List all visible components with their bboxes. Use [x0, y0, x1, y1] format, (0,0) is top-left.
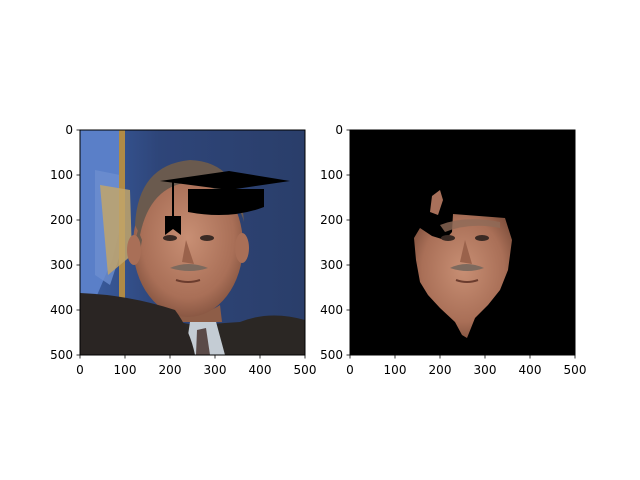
right-y-tick-label: 0: [335, 123, 343, 137]
left-image: [80, 130, 305, 355]
right-y-tick-label: 200: [320, 213, 343, 227]
right-y-tick-label: 500: [320, 348, 343, 362]
right-y-tick-label: 100: [320, 168, 343, 182]
right-y-tick-label: 400: [320, 303, 343, 317]
left-y-tick-label: 300: [50, 258, 73, 272]
left-y-tick-label: 200: [50, 213, 73, 227]
right-x-tick-label: 200: [429, 363, 452, 377]
graduation-cap-icon: [160, 171, 290, 235]
right-x-tick-label: 0: [346, 363, 354, 377]
left-x-tick-label: 200: [159, 363, 182, 377]
right-y-tick-label: 300: [320, 258, 343, 272]
right-axes-frame: [349, 129, 576, 356]
left-y-tick-label: 400: [50, 303, 73, 317]
left-x-tick-label: 100: [114, 363, 137, 377]
left-y-tick-label: 100: [50, 168, 73, 182]
right-image: [350, 130, 575, 355]
left-x-tick-label: 400: [249, 363, 272, 377]
right-x-tick-label: 100: [384, 363, 407, 377]
left-axes-frame: [79, 129, 306, 356]
left-x-tick-label: 300: [204, 363, 227, 377]
left-x-tick-label: 500: [294, 363, 317, 377]
right-x-tick-label: 400: [519, 363, 542, 377]
left-y-tick-label: 500: [50, 348, 73, 362]
left-x-tick-label: 0: [76, 363, 84, 377]
right-x-tick-label: 500: [564, 363, 587, 377]
left-y-tick-label: 0: [65, 123, 73, 137]
right-x-tick-label: 300: [474, 363, 497, 377]
